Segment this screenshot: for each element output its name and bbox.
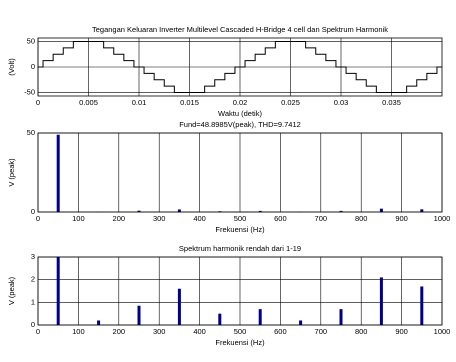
x-tick-label: 400 bbox=[193, 327, 206, 336]
x-tick-label: 0.015 bbox=[180, 98, 199, 107]
x-tick-label: 500 bbox=[234, 327, 247, 336]
x-tick-label: 300 bbox=[153, 214, 166, 223]
bar bbox=[56, 257, 60, 325]
y-tick-label: 50 bbox=[27, 37, 35, 46]
subplot-title: Tegangan Keluaran Inverter Multilevel Ca… bbox=[92, 25, 388, 34]
x-tick-label: 0 bbox=[36, 327, 40, 336]
y-axis-label: V (peak) bbox=[7, 276, 16, 305]
x-axis-label: Frekuensi (Hz) bbox=[215, 225, 265, 234]
axes-frame bbox=[37, 132, 443, 213]
y-axis-label: (Volt) bbox=[7, 58, 16, 76]
x-tick-label: 200 bbox=[113, 327, 126, 336]
bar bbox=[137, 305, 141, 325]
x-tick-label: 0.02 bbox=[233, 98, 248, 107]
x-tick-label: 800 bbox=[355, 214, 368, 223]
waveform bbox=[38, 41, 442, 93]
x-tick-label: 500 bbox=[234, 214, 247, 223]
axes-frame bbox=[37, 256, 443, 326]
y-tick-label: 0 bbox=[31, 62, 35, 71]
x-tick-label: 400 bbox=[193, 214, 206, 223]
x-tick-label: 600 bbox=[274, 214, 287, 223]
subplot: Tegangan Keluaran Inverter Multilevel Ca… bbox=[7, 25, 443, 118]
x-tick-label: 100 bbox=[72, 214, 85, 223]
x-tick-label: 0 bbox=[36, 214, 40, 223]
x-axis-label: Frekuensi (Hz) bbox=[215, 338, 265, 347]
bar bbox=[258, 309, 262, 325]
subplot-title: Spektrum harmonik rendah dari 1-19 bbox=[179, 244, 301, 253]
y-tick-label: 1 bbox=[31, 297, 35, 306]
x-tick-label: 900 bbox=[395, 214, 408, 223]
x-tick-label: 200 bbox=[113, 214, 126, 223]
bar bbox=[56, 134, 60, 212]
x-axis-label: Waktu (detik) bbox=[218, 109, 262, 118]
x-tick-label: 900 bbox=[395, 327, 408, 336]
y-tick-label: 2 bbox=[31, 275, 35, 284]
bar bbox=[258, 210, 262, 212]
plot-area bbox=[56, 257, 424, 325]
bar bbox=[137, 210, 141, 212]
plot-area bbox=[38, 41, 442, 93]
x-tick-label: 0.03 bbox=[334, 98, 349, 107]
x-tick-label: 0.035 bbox=[382, 98, 401, 107]
subplot: Spektrum harmonik rendah dari 1-19 Frekue… bbox=[7, 244, 451, 347]
x-tick-label: 700 bbox=[315, 327, 328, 336]
bar bbox=[379, 208, 383, 212]
bar bbox=[177, 288, 181, 325]
x-tick-label: 0.01 bbox=[132, 98, 147, 107]
y-tick-label: 0 bbox=[31, 320, 35, 329]
x-tick-label: 600 bbox=[274, 327, 287, 336]
bar bbox=[177, 209, 181, 212]
x-tick-label: 800 bbox=[355, 327, 368, 336]
y-tick-label: 3 bbox=[31, 252, 35, 261]
y-tick-label: -50 bbox=[24, 87, 35, 96]
x-tick-label: 700 bbox=[315, 214, 328, 223]
bar bbox=[339, 210, 343, 212]
bar bbox=[339, 309, 343, 325]
x-tick-label: 1000 bbox=[434, 214, 451, 223]
x-tick-label: 0.025 bbox=[281, 98, 300, 107]
x-tick-label: 0 bbox=[36, 98, 40, 107]
bar bbox=[379, 277, 383, 325]
x-tick-label: 1000 bbox=[434, 327, 451, 336]
bar bbox=[420, 209, 424, 212]
bar bbox=[97, 320, 101, 325]
x-tick-label: 300 bbox=[153, 327, 166, 336]
x-tick-label: 0.005 bbox=[79, 98, 98, 107]
x-tick-label: 100 bbox=[72, 327, 85, 336]
bar bbox=[218, 313, 222, 325]
bar bbox=[420, 286, 424, 325]
subplot-title: Fund=48.8985V(peak), THD=9.7412 bbox=[179, 120, 301, 129]
y-tick-label: 0 bbox=[31, 207, 35, 216]
y-tick-label: 50 bbox=[27, 128, 35, 137]
axes-frame bbox=[37, 37, 443, 97]
y-axis-label: V (peak) bbox=[7, 158, 16, 187]
bar bbox=[299, 320, 303, 325]
subplot: Fund=48.8985V(peak), THD=9.7412 Frekuensi… bbox=[7, 120, 450, 234]
